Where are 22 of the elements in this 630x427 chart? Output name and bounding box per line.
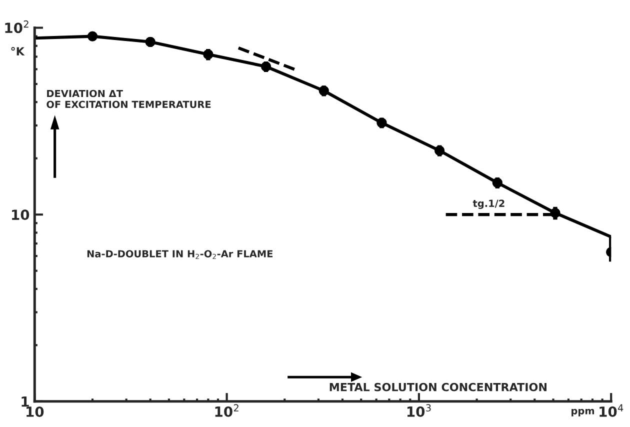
point <box>492 178 502 188</box>
x-tick-label: 10$^{4}$ <box>600 404 624 417</box>
annotation: DEVIATION ΔT OF EXCITATION TEMPERATURE <box>46 90 211 108</box>
text: ppm <box>572 408 594 416</box>
x-axis-title: METAL SOLUTION CONCENTRATION <box>330 382 546 392</box>
point <box>376 118 387 128</box>
y-tick-label: 10 <box>12 210 30 220</box>
y-axis-title: °K <box>11 47 25 56</box>
y-tick-label: 1 <box>22 396 29 407</box>
annotation: Na-D-DOUBLET IN H$_{2}$-O$_{2}$-Ar FLAME <box>87 250 273 259</box>
x-tick-label: 10$^{3}$ <box>407 404 431 417</box>
point <box>87 31 98 42</box>
annotation: tg.1/2 <box>472 200 504 209</box>
point <box>318 86 329 96</box>
x-tick-label: 10 <box>26 406 44 417</box>
point <box>434 146 445 156</box>
point <box>145 36 156 47</box>
point <box>260 61 272 72</box>
point <box>550 208 560 218</box>
x-tick-label: 10$^{2}$ <box>215 404 238 417</box>
y-tick-label: 10$^{2}$ <box>5 20 28 34</box>
point <box>203 49 214 60</box>
